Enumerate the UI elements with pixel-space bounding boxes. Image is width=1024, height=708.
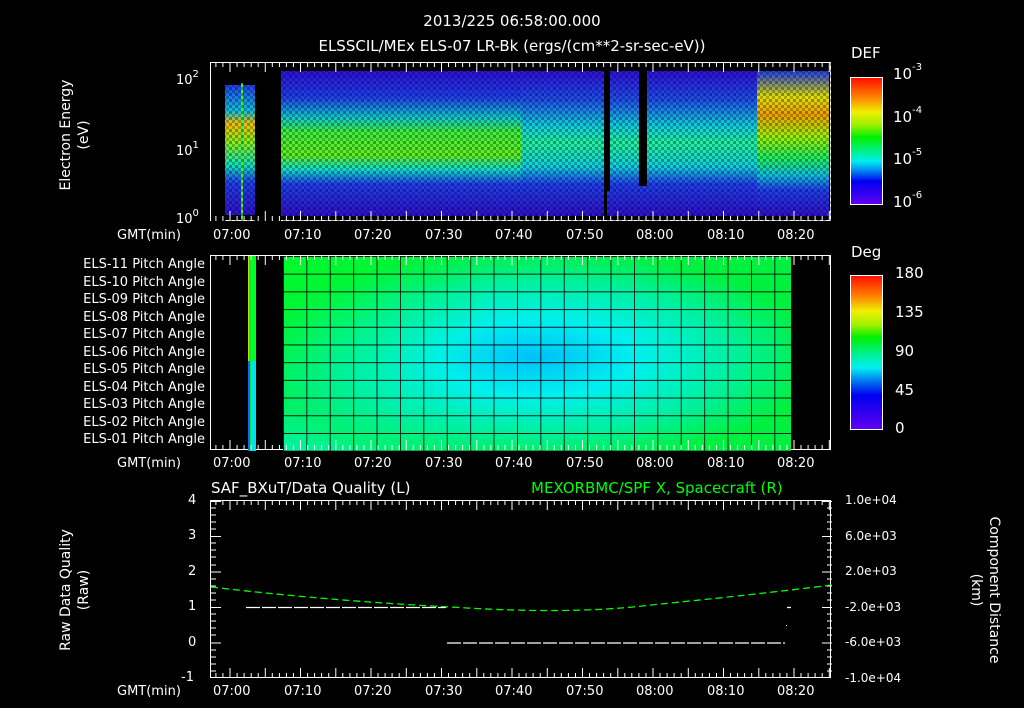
time-tick: 07:30 (425, 456, 463, 471)
pitch-angle-plot[interactable] (210, 255, 831, 451)
deg-colorbar (850, 275, 883, 430)
time-tick: 07:10 (284, 456, 322, 471)
ytick-100: 102 (176, 69, 199, 88)
time-tick: 08:10 (707, 228, 745, 243)
deg-tick-135: 135 (895, 303, 924, 321)
time-tick: 07:10 (284, 684, 322, 699)
time-tick: 07:10 (284, 228, 322, 243)
def-colorbar-title: DEF (851, 44, 881, 62)
ytick-left: 0 (188, 635, 197, 650)
time-tick: 07:40 (495, 228, 533, 243)
time-tick: 08:10 (707, 684, 745, 699)
ytick-right: -6.0e+03 (845, 635, 902, 649)
time-axis-label: GMT(min) (117, 456, 181, 471)
def-tick-1e-3: 10-3 (893, 62, 923, 83)
time-tick: 08:00 (636, 684, 674, 699)
time-tick: 07:50 (566, 228, 604, 243)
pitch-row-label: ELS-02 Pitch Angle (83, 414, 205, 430)
def-tick-1e-4: 10-4 (893, 105, 923, 126)
pitch-row-label: ELS-01 Pitch Angle (83, 432, 205, 447)
ytick-left: 3 (188, 528, 197, 543)
spacecraft-x-line (210, 584, 833, 612)
quality-left-title: SAF_BXuT/Data Quality (L) (211, 479, 411, 497)
deg-tick-45: 45 (895, 381, 915, 399)
spectrogram-plot[interactable] (210, 62, 832, 222)
ytick-right: 2.0e+03 (845, 564, 897, 578)
ytick-right: 6.0e+03 (845, 529, 897, 543)
plot-subtitle: ELSSCIL/MEx ELS-07 LR-Bk (ergs/(cm**2-sr… (318, 37, 706, 55)
time-tick: 07:20 (354, 684, 392, 699)
pitch-row-label: ELS-09 Pitch Angle (83, 292, 205, 307)
ytick-left: 2 (188, 564, 197, 579)
ytick-left: 1 (188, 599, 197, 614)
ytick-left: 4 (188, 493, 197, 508)
ytick-10: 101 (176, 140, 199, 159)
def-tick-1e-5: 10-5 (893, 147, 923, 168)
quality-right-ylabel: Component Distance (km) (968, 516, 1002, 664)
time-tick: 07:50 (566, 456, 604, 471)
def-colorbar (850, 77, 883, 205)
deg-colorbar-title: Deg (851, 243, 882, 261)
pitch-row-label: ELS-08 Pitch Angle (83, 309, 205, 325)
ytick-right: 1.0e+04 (845, 493, 897, 507)
pitch-row-label: ELS-06 Pitch Angle (83, 344, 205, 360)
time-tick: 07:40 (495, 684, 533, 699)
pitch-row-label: ELS-03 Pitch Angle (83, 397, 205, 412)
time-tick: 08:00 (636, 456, 674, 471)
ytick-right: -1.0e+04 (845, 671, 902, 685)
time-tick: 08:10 (707, 456, 745, 471)
pitch-row-label: ELS-10 Pitch Angle (83, 274, 205, 290)
time-tick: 07:40 (495, 456, 533, 471)
time-tick: 07:00 (213, 684, 251, 699)
deg-tick-180: 180 (895, 264, 924, 282)
ytick-left: -1 (181, 670, 194, 685)
time-axis-label: GMT(min) (117, 228, 181, 243)
pitch-row-label: ELS-07 Pitch Angle (83, 327, 205, 342)
time-axis-label: GMT(min) (117, 684, 181, 699)
quality-right-title: MEXORBMC/SPF X, Spacecraft (R) (531, 479, 783, 497)
ytick-1: 100 (176, 208, 199, 227)
quality-lines (210, 501, 833, 672)
time-tick: 07:20 (354, 228, 392, 243)
time-tick: 08:20 (777, 228, 815, 243)
deg-tick-0: 0 (895, 419, 905, 437)
time-tick: 07:50 (566, 684, 604, 699)
pitch-angle-heatmap (248, 256, 791, 451)
time-tick: 07:00 (213, 456, 251, 471)
time-tick: 07:00 (213, 228, 251, 243)
pitch-row-label: ELS-05 Pitch Angle (83, 362, 205, 377)
spectrogram-ylabel: Electron Energy (eV) (58, 79, 92, 191)
def-tick-1e-6: 10-6 (893, 190, 923, 211)
quality-left-ylabel: Raw Data Quality (Raw) (58, 529, 92, 651)
pitch-row-label: ELS-11 Pitch Angle (83, 257, 205, 272)
pitch-row-label: ELS-04 Pitch Angle (83, 379, 205, 395)
time-tick: 08:00 (636, 228, 674, 243)
quality-plot[interactable] (210, 500, 833, 678)
timestamp-title: 2013/225 06:58:00.000 (423, 12, 601, 30)
ytick-right: -2.0e+03 (845, 600, 902, 614)
deg-tick-90: 90 (895, 342, 915, 360)
time-tick: 07:30 (425, 684, 463, 699)
time-tick: 07:20 (354, 456, 392, 471)
spectrogram-heatmap (211, 63, 832, 222)
time-tick: 07:30 (425, 228, 463, 243)
time-tick: 08:20 (777, 684, 815, 699)
time-tick: 08:20 (777, 456, 815, 471)
